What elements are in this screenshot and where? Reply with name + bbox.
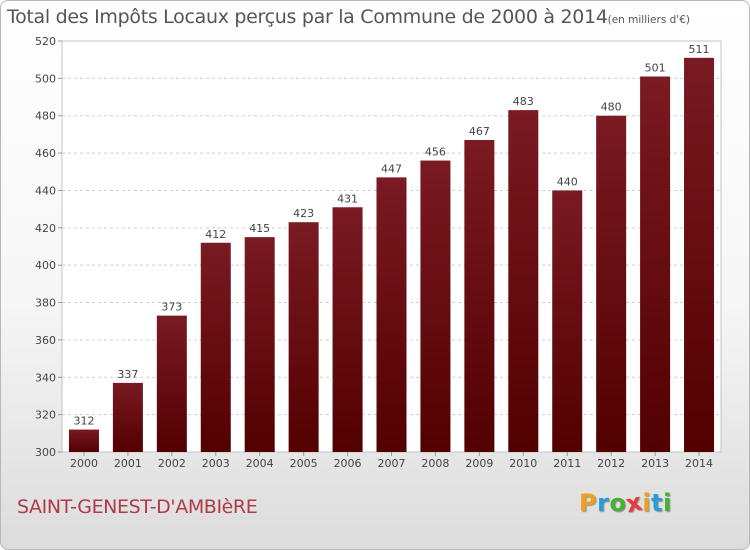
y-axis: 300 320 340 360 380 400 420 440 460 480 500 520 xyxy=(35,35,62,459)
bar xyxy=(420,160,451,452)
chart-title-text: Total des Impôts Locaux perçus par la Co… xyxy=(7,6,608,28)
x-tick-label: 2001 xyxy=(114,457,142,470)
y-tick-label: 440 xyxy=(35,184,56,197)
bar xyxy=(332,207,363,452)
x-tick-label: 2002 xyxy=(158,457,186,470)
bar-value-label: 412 xyxy=(205,228,226,241)
bar xyxy=(68,429,99,452)
x-tick-label: 2012 xyxy=(597,457,625,470)
bar-value-label: 483 xyxy=(513,95,534,108)
y-tick-label: 500 xyxy=(35,72,56,85)
bar-value-label: 456 xyxy=(425,146,446,159)
bar-value-label: 501 xyxy=(645,61,666,74)
chart-title: Total des Impôts Locaux perçus par la Co… xyxy=(7,6,690,28)
bar-value-label: 467 xyxy=(469,125,490,138)
logo-letter: i xyxy=(663,489,672,517)
x-tick-label: 2009 xyxy=(465,457,493,470)
bar-value-label: 480 xyxy=(601,101,622,114)
y-tick-label: 340 xyxy=(35,371,56,384)
bar xyxy=(464,140,495,452)
x-tick-label: 2008 xyxy=(421,457,449,470)
x-tick-label: 2005 xyxy=(290,457,318,470)
bar xyxy=(200,242,231,452)
y-tick-label: 320 xyxy=(35,409,56,422)
x-tick-label: 2011 xyxy=(553,457,581,470)
y-tick-label: 300 xyxy=(35,446,56,459)
bar xyxy=(596,115,627,453)
bar-value-label: 337 xyxy=(117,368,138,381)
bars: 312 337 373 412 415 423 431 447 456 467 483 440 480 5… xyxy=(68,43,715,453)
x-tick-label: 2010 xyxy=(509,457,537,470)
bar xyxy=(288,222,319,452)
x-tick-label: 2006 xyxy=(334,457,362,470)
chart-subtitle: (en milliers d'€) xyxy=(607,14,690,26)
logo-letter: i xyxy=(642,489,652,517)
x-tick-label: 2014 xyxy=(685,457,713,470)
x-tick-label: 2003 xyxy=(202,457,230,470)
bar xyxy=(244,237,275,452)
proxiti-logo: Proxiti xyxy=(579,488,672,519)
y-tick-label: 400 xyxy=(35,259,56,272)
bar xyxy=(376,177,407,453)
bar xyxy=(552,190,583,453)
bar-value-label: 415 xyxy=(249,222,270,235)
x-axis: 2000 2001 2002 2003 2004 2005 2006 2007 2008 2009… xyxy=(70,452,713,470)
y-tick-label: 420 xyxy=(35,222,56,235)
commune-name: SAINT-GENEST-D'AMBIèRE xyxy=(17,496,258,518)
y-tick-label: 520 xyxy=(35,35,56,48)
x-tick-label: 2013 xyxy=(641,457,669,470)
logo-letter: o xyxy=(609,489,627,517)
bar xyxy=(684,57,715,453)
x-tick-label: 2007 xyxy=(378,457,406,470)
bar-value-label: 312 xyxy=(73,415,94,428)
bar-value-label: 440 xyxy=(557,175,578,188)
logo-letter: r xyxy=(597,489,610,517)
bar-value-label: 423 xyxy=(293,207,314,220)
logo-letter: P xyxy=(579,489,598,517)
bar xyxy=(156,315,187,452)
y-tick-label: 380 xyxy=(35,297,56,310)
bar xyxy=(640,76,671,452)
bar-value-label: 511 xyxy=(689,43,710,56)
y-tick-label: 360 xyxy=(35,334,56,347)
x-tick-label: 2000 xyxy=(70,457,98,470)
y-tick-label: 480 xyxy=(35,110,56,123)
bar-value-label: 447 xyxy=(381,162,402,175)
bar xyxy=(508,110,539,452)
bar xyxy=(112,382,143,452)
bar-value-label: 431 xyxy=(337,192,358,205)
bar-value-label: 373 xyxy=(161,301,182,314)
y-tick-label: 460 xyxy=(35,147,56,160)
x-tick-label: 2004 xyxy=(246,457,274,470)
logo-letter: t xyxy=(651,489,664,517)
